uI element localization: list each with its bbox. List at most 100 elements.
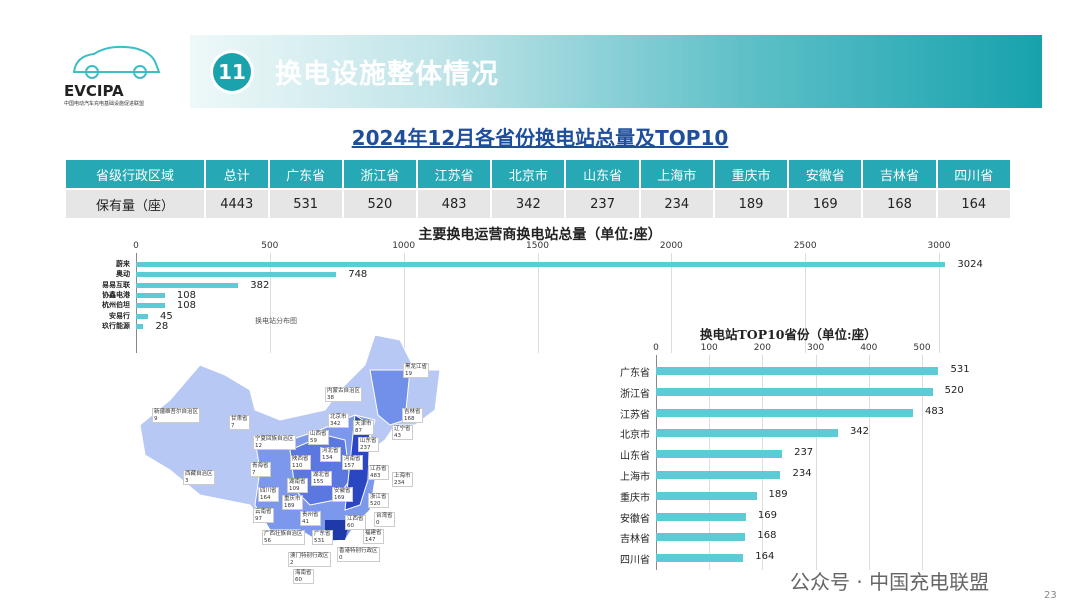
- x-tick-label: 1500: [526, 241, 549, 251]
- region-value: 19: [405, 370, 412, 377]
- table-cell: 531: [268, 188, 344, 218]
- data-label: 520: [944, 384, 964, 396]
- region-value: 56: [264, 537, 271, 544]
- region-value: 12: [255, 442, 262, 449]
- data-label: 45: [160, 310, 173, 322]
- logo-text: EVCIPA: [64, 82, 124, 100]
- region-value: 110: [292, 462, 303, 469]
- table-header-cell: 山东省: [565, 160, 641, 189]
- bar: [136, 282, 239, 288]
- x-tick-label: 500: [913, 343, 931, 353]
- table-header-cell: 江苏省: [416, 160, 493, 189]
- region-name: 福建省: [365, 530, 382, 536]
- map-region-label: 山东省 237: [358, 437, 379, 453]
- region-value: 60: [295, 576, 302, 583]
- table-cell: 164: [936, 188, 1013, 218]
- category-label: 蔚来: [116, 260, 130, 268]
- region-value: 342: [330, 420, 341, 427]
- map-region-label: 辽宁省 43: [392, 425, 413, 441]
- gridline: [939, 253, 940, 353]
- evcipa-logo: EVCIPA 中国电动汽车充电基础设施促进联盟: [64, 42, 194, 107]
- category-label: 四川省: [620, 555, 650, 567]
- data-label: 164: [755, 551, 775, 563]
- region-name: 台湾省: [376, 513, 393, 519]
- category-label: 易易互联: [102, 280, 130, 289]
- table-header-cell: 安徽省: [788, 160, 864, 189]
- map-region-label: 浙江省 520: [368, 493, 389, 509]
- region-name: 山西省: [310, 431, 327, 437]
- y-axis: [136, 253, 137, 353]
- province-table: 省级行政区域 总计 广东省 浙江省 江苏省 北京市 山东省 上海市 重庆市 安徽省 吉林省 四川省 保有…: [66, 160, 1013, 218]
- map-region-label: 河南省 157: [342, 455, 363, 471]
- data-label: 168: [757, 530, 777, 542]
- map-region-label: 甘肃省 7: [229, 415, 250, 431]
- gridline: [269, 253, 271, 353]
- region-name: 澳门特别行政区: [290, 553, 329, 559]
- region-value: 234: [394, 479, 405, 486]
- x-tick-label: 300: [807, 343, 825, 353]
- map-region-label: 新疆维吾尔自治区 9: [152, 408, 201, 424]
- category-label: 吉林省: [620, 534, 650, 546]
- gridline: [403, 253, 405, 353]
- category-label: 安徽省: [620, 513, 650, 525]
- region-value: 189: [284, 502, 295, 509]
- region-name: 辽宁省: [394, 426, 411, 432]
- table-cell: 342: [491, 188, 567, 218]
- bar: [656, 533, 746, 542]
- map-region-label: 北京市 342: [328, 413, 349, 429]
- table-header-cell: 吉林省: [862, 160, 938, 189]
- region-name: 内蒙古自治区: [327, 388, 361, 394]
- table-cell: 237: [565, 188, 641, 218]
- map-region-label: 湖南省 109: [287, 478, 308, 494]
- map-region-label: 江西省 60: [345, 515, 366, 531]
- map-region-label: 吉林省 168: [402, 408, 423, 424]
- data-label: 108: [176, 289, 196, 301]
- x-tick-label: 400: [860, 343, 878, 353]
- map-region-label: 山西省 59: [308, 430, 329, 446]
- bar: [136, 313, 149, 319]
- region-value: 0: [339, 554, 343, 561]
- bar: [656, 429, 838, 438]
- region-value: 9: [154, 415, 158, 422]
- map-region-label: 重庆市 189: [282, 495, 303, 511]
- category-label: 重庆市: [620, 492, 650, 504]
- gridline: [868, 355, 870, 570]
- bar: [656, 387, 933, 396]
- region-value: 237: [360, 444, 371, 451]
- map-region-label: 澳门特别行政区 2: [288, 552, 331, 568]
- region-name: 陕西省: [292, 456, 309, 462]
- table-header-cell: 重庆市: [713, 160, 790, 189]
- map-region-label: 香港特别行政区 0: [337, 547, 380, 563]
- table-header-row: 省级行政区域 总计 广东省 浙江省 江苏省 北京市 山东省 上海市 重庆市 安徽省 吉林省 四川省: [66, 160, 1013, 189]
- table-cell: 169: [788, 188, 864, 218]
- map-labels: 黑龙江省 19 内蒙古自治区 38 吉林省 168 新疆维吾尔自治区 9 甘肃省 7 北京市 342 天…: [140, 330, 480, 585]
- x-tick-label: 200: [753, 343, 771, 353]
- data-label: 169: [757, 509, 777, 521]
- x-tick-label: 1000: [392, 241, 416, 251]
- x-tick-label: 500: [261, 241, 279, 251]
- region-name: 吉林省: [404, 409, 421, 415]
- map-region-label: 海南省 60: [293, 569, 314, 585]
- data-label: 189: [768, 488, 788, 500]
- gridline: [671, 253, 673, 353]
- map-region-label: 内蒙古自治区 38: [325, 387, 363, 403]
- bar: [656, 512, 746, 521]
- data-label: 234: [792, 468, 812, 479]
- region-name: 宁夏回族自治区: [255, 436, 294, 442]
- region-name: 广西壮族自治区: [264, 531, 303, 537]
- region-value: 2: [290, 559, 294, 566]
- bar: [656, 471, 781, 479]
- category-label: 奥动: [116, 270, 130, 279]
- gridline: [762, 355, 764, 570]
- table-cell: 520: [342, 188, 418, 218]
- region-name: 广东省: [314, 531, 331, 537]
- table-cell: 4443: [205, 188, 270, 218]
- bar: [136, 292, 165, 298]
- region-value: 531: [314, 537, 325, 544]
- top10-chart-title: 换电站TOP10省份（单位:座）: [700, 327, 877, 342]
- region-name: 云南省: [255, 509, 272, 515]
- table-cell: 483: [416, 188, 493, 218]
- category-label: 玖行能源: [102, 321, 130, 330]
- region-name: 上海市: [394, 473, 411, 479]
- x-tick-label: 0: [133, 241, 139, 251]
